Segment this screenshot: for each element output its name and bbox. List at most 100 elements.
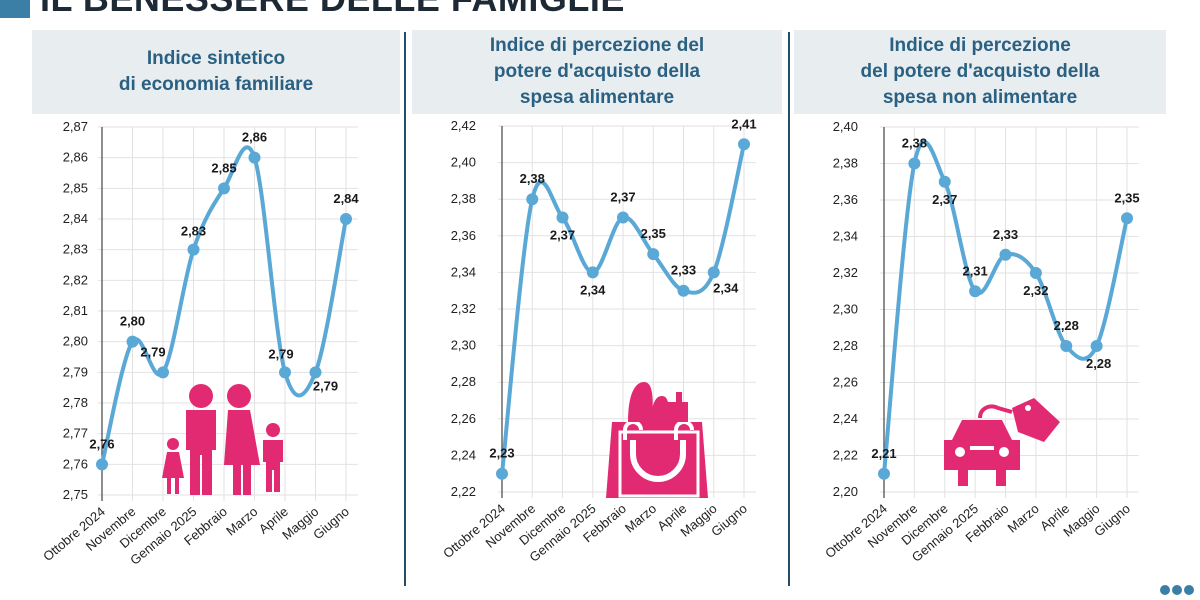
data-point <box>707 266 720 279</box>
y-tick-label: 2,32 <box>451 301 476 316</box>
data-label: 2,33 <box>993 227 1018 242</box>
data-label: 2,38 <box>520 171 545 186</box>
y-tick-label: 2,20 <box>833 484 858 499</box>
y-tick-label: 2,36 <box>833 192 858 207</box>
data-point <box>309 366 322 379</box>
data-point <box>1029 267 1042 279</box>
data-point <box>586 266 599 279</box>
data-point <box>647 248 660 261</box>
y-tick-label: 2,79 <box>63 364 88 379</box>
y-tick-label: 2,78 <box>63 395 88 410</box>
data-label: 2,79 <box>313 378 338 393</box>
y-tick-label: 2,34 <box>451 264 476 279</box>
data-label: 2,28 <box>1086 356 1111 371</box>
page-title: IL BENESSERE DELLE FAMIGLIE <box>40 0 625 20</box>
data-label: 2,33 <box>671 263 696 278</box>
y-tick-label: 2,42 <box>451 118 476 133</box>
data-point <box>999 248 1012 261</box>
y-tick-label: 2,87 <box>63 119 88 134</box>
panel-3-title: Indice di percezione del potere d'acquis… <box>860 35 1100 108</box>
data-label: 2,83 <box>181 224 206 239</box>
y-tick-label: 2,40 <box>451 155 476 170</box>
y-tick-label: 2,84 <box>63 211 88 226</box>
y-tick-label: 2,28 <box>833 338 858 353</box>
y-tick-label: 2,86 <box>63 150 88 165</box>
data-label: 2,79 <box>140 344 165 359</box>
data-label: 2,28 <box>1054 318 1079 333</box>
y-tick-label: 2,81 <box>63 303 88 318</box>
y-tick-label: 2,28 <box>451 374 476 389</box>
data-point <box>738 138 750 151</box>
data-point <box>279 366 291 379</box>
y-tick-label: 2,26 <box>833 375 858 390</box>
title-bar: IL BENESSERE DELLE FAMIGLIE <box>0 0 1200 22</box>
data-label: 2,35 <box>1114 190 1139 205</box>
data-point <box>157 366 169 379</box>
data-point <box>1060 340 1073 352</box>
data-label: 2,35 <box>641 226 666 241</box>
y-tick-label: 2,85 <box>63 180 88 195</box>
y-tick-label: 2,26 <box>451 411 476 426</box>
x-tick-label: Marzo <box>223 504 260 539</box>
data-label: 2,23 <box>489 446 514 461</box>
data-label: 2,85 <box>211 160 236 175</box>
data-point <box>340 213 352 225</box>
data-label: 2,37 <box>610 190 635 205</box>
data-point <box>617 211 629 224</box>
data-label: 2,32 <box>1023 283 1048 298</box>
y-tick-label: 2,76 <box>63 456 88 471</box>
data-point <box>187 243 200 256</box>
chart-3: 2,20 2,22 2,24 2,26 2,28 2,30 2,32 2,34 2,36 2,38… <box>822 119 1140 565</box>
data-label: 2,37 <box>932 192 957 207</box>
panel-3-header: Indice di percezione del potere d'acquis… <box>794 30 1166 114</box>
y-tick-label: 2,82 <box>63 272 88 287</box>
data-label: 2,31 <box>962 263 987 278</box>
data-point <box>969 285 982 298</box>
series-line <box>100 145 348 467</box>
data-label: 2,34 <box>580 282 606 297</box>
data-point <box>218 182 230 195</box>
data-label: 2,41 <box>731 116 756 131</box>
x-tick-label: Marzo <box>622 501 659 536</box>
y-tick-label: 2,40 <box>833 119 858 134</box>
y-tick-label: 2,38 <box>451 191 476 206</box>
shopping-bag-icon <box>606 382 708 498</box>
data-point <box>248 151 261 164</box>
y-tick-label: 2,30 <box>451 338 476 353</box>
y-tick-label: 2,34 <box>833 229 858 244</box>
y-tick-label: 2,75 <box>63 487 88 502</box>
panel-divider-2 <box>788 32 790 586</box>
data-point <box>96 458 108 471</box>
panel-divider-1 <box>404 32 406 586</box>
data-point <box>938 175 951 188</box>
family-icon <box>162 384 283 495</box>
y-tick-label: 2,24 <box>833 411 858 426</box>
data-label: 2,79 <box>268 346 293 361</box>
x-tick-label: Marzo <box>1004 501 1041 536</box>
y-tick-label: 2,38 <box>833 156 858 171</box>
y-tick-label: 2,24 <box>451 447 476 462</box>
data-label: 2,84 <box>333 191 359 206</box>
data-point <box>908 157 921 170</box>
data-label: 2,21 <box>871 446 896 461</box>
y-tick-label: 2,83 <box>63 242 88 257</box>
data-label: 2,80 <box>120 314 145 329</box>
data-point <box>1090 340 1103 352</box>
data-point <box>677 284 690 297</box>
y-tick-label: 2,36 <box>451 228 476 243</box>
data-point <box>126 335 139 348</box>
chart-1: 2,752,762,772,782,792,802,812,822,832,84… <box>40 119 359 568</box>
car-price-tag-icon <box>944 398 1060 486</box>
title-accent <box>0 0 30 18</box>
data-label: 2,76 <box>89 436 114 451</box>
data-point <box>526 193 539 206</box>
series-line <box>500 142 746 476</box>
y-tick-label: 2,80 <box>63 334 88 349</box>
y-tick-label: 2,22 <box>451 484 476 499</box>
data-point <box>1121 212 1133 225</box>
y-tick-label: 2,22 <box>833 448 858 463</box>
panel-1-title: Indice sintetico di economia familiare <box>118 48 314 95</box>
series-line <box>882 140 1129 476</box>
data-label: 2,37 <box>550 228 575 243</box>
y-tick-label: 2,30 <box>833 302 858 317</box>
